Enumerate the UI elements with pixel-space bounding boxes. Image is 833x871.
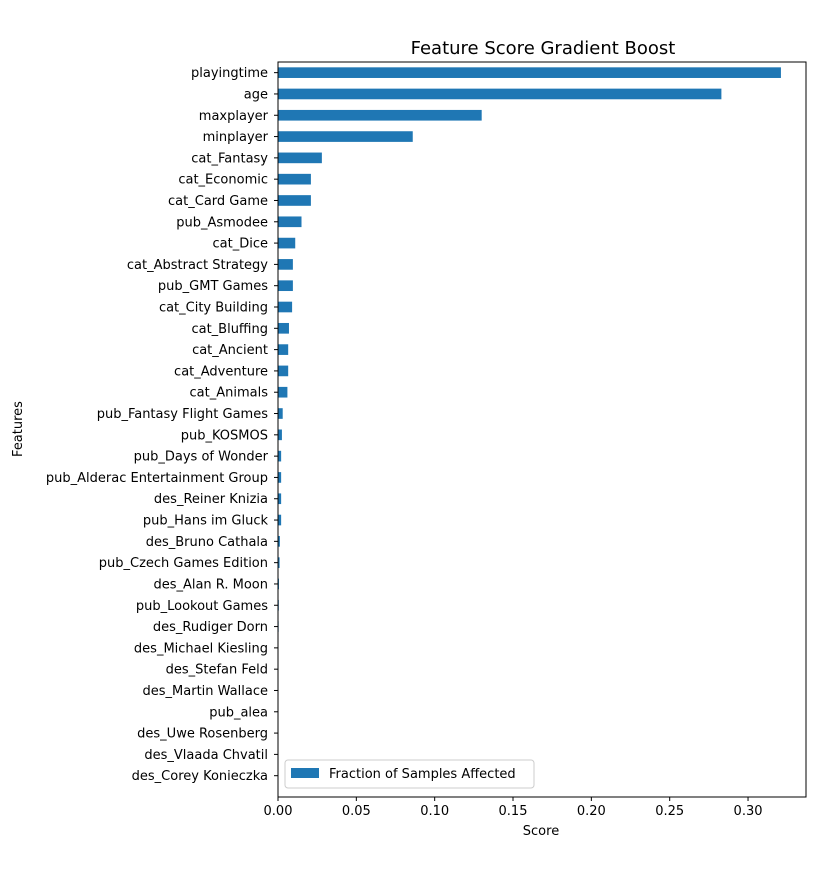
y-tick-label: cat_Adventure bbox=[174, 364, 268, 379]
y-tick-label: maxplayer bbox=[199, 109, 269, 124]
bar bbox=[278, 472, 282, 483]
bar bbox=[278, 88, 722, 100]
y-tick-label: cat_Animals bbox=[190, 386, 269, 401]
y-tick-label: playingtime bbox=[191, 66, 268, 81]
axes-frame bbox=[277, 61, 807, 798]
legend-frame bbox=[284, 759, 535, 789]
y-tick-label: des_Rudiger Dorn bbox=[153, 620, 268, 635]
bar bbox=[278, 259, 293, 270]
x-tick-label: 0.20 bbox=[577, 804, 606, 819]
bar bbox=[278, 514, 282, 526]
y-tick-label: pub_Asmodee bbox=[176, 215, 268, 230]
x-tick-label: 0.25 bbox=[655, 804, 684, 819]
bar bbox=[278, 216, 302, 228]
y-tick-label: cat_Bluffing bbox=[191, 322, 268, 337]
bar bbox=[278, 280, 293, 292]
legend-label: Fraction of Samples Affected bbox=[329, 767, 516, 782]
bar bbox=[278, 152, 322, 164]
y-tick-label: pub_alea bbox=[209, 705, 268, 720]
bar bbox=[278, 365, 289, 377]
y-tick-label: cat_Ancient bbox=[192, 343, 268, 358]
bar bbox=[278, 131, 413, 142]
y-tick-label: des_Stefan Feld bbox=[166, 663, 268, 678]
y-tick-label: age bbox=[244, 87, 268, 102]
y-tick-label: cat_Dice bbox=[213, 237, 268, 252]
y-tick-label: pub_KOSMOS bbox=[181, 428, 268, 443]
bar bbox=[278, 408, 283, 419]
y-tick-label: cat_Economic bbox=[178, 173, 268, 188]
y-tick-label: cat_Abstract Strategy bbox=[127, 258, 268, 273]
bar bbox=[278, 429, 282, 441]
y-tick-label: des_Alan R. Moon bbox=[153, 577, 268, 592]
x-tick-label: 0.15 bbox=[499, 804, 528, 819]
y-tick-label: pub_Czech Games Edition bbox=[99, 556, 268, 571]
plot-area: playingtime age maxplayer minplayer cat_Fant… bbox=[46, 61, 807, 819]
y-tick-label: des_Martin Wallace bbox=[143, 684, 268, 699]
y-tick-label: pub_Alderac Entertainment Group bbox=[46, 471, 268, 486]
bar bbox=[278, 386, 288, 398]
bar bbox=[278, 173, 311, 185]
y-tick-label: minplayer bbox=[203, 130, 269, 145]
y-tick-label: des_Corey Konieczka bbox=[132, 769, 268, 784]
y-tick-label: des_Bruno Cathala bbox=[146, 535, 268, 550]
y-tick-label: cat_Fantasy bbox=[191, 151, 268, 166]
x-tick-label: 0.00 bbox=[264, 804, 293, 819]
y-axis-label: Features bbox=[11, 401, 26, 457]
chart-title: Feature Score Gradient Boost bbox=[411, 38, 676, 59]
y-tick-label: pub_Hans im Gluck bbox=[143, 514, 269, 529]
y-tick-label: cat_Card Game bbox=[168, 194, 268, 209]
bar bbox=[278, 67, 781, 78]
y-tick-label: des_Vlaada Chvatil bbox=[144, 748, 268, 763]
x-tick-label: 0.05 bbox=[342, 804, 371, 819]
bar bbox=[278, 195, 311, 206]
y-tick-label: cat_City Building bbox=[159, 301, 268, 316]
bar bbox=[278, 301, 293, 313]
y-tick-label: pub_Days of Wonder bbox=[134, 450, 269, 465]
y-tick-label: des_Reiner Knizia bbox=[154, 492, 268, 507]
bar bbox=[278, 536, 280, 547]
x-axis-label: Score bbox=[523, 824, 559, 839]
bar bbox=[278, 450, 282, 462]
bar bbox=[278, 109, 482, 121]
legend: Fraction of Samples Affected bbox=[284, 759, 535, 789]
bar bbox=[278, 237, 296, 249]
x-tick-label: 0.30 bbox=[734, 804, 763, 819]
y-tick-label: des_Uwe Rosenberg bbox=[137, 727, 268, 742]
x-tick-label: 0.10 bbox=[420, 804, 449, 819]
legend-swatch bbox=[291, 768, 319, 778]
y-tick-label: pub_Fantasy Flight Games bbox=[97, 407, 269, 422]
bar bbox=[278, 344, 289, 355]
y-tick-label: des_Michael Kiesling bbox=[134, 641, 268, 656]
bar bbox=[278, 493, 282, 505]
y-tick-label: pub_Lookout Games bbox=[136, 599, 268, 614]
y-tick-label: pub_GMT Games bbox=[158, 279, 268, 294]
bar bbox=[278, 322, 289, 334]
bar bbox=[278, 557, 280, 568]
